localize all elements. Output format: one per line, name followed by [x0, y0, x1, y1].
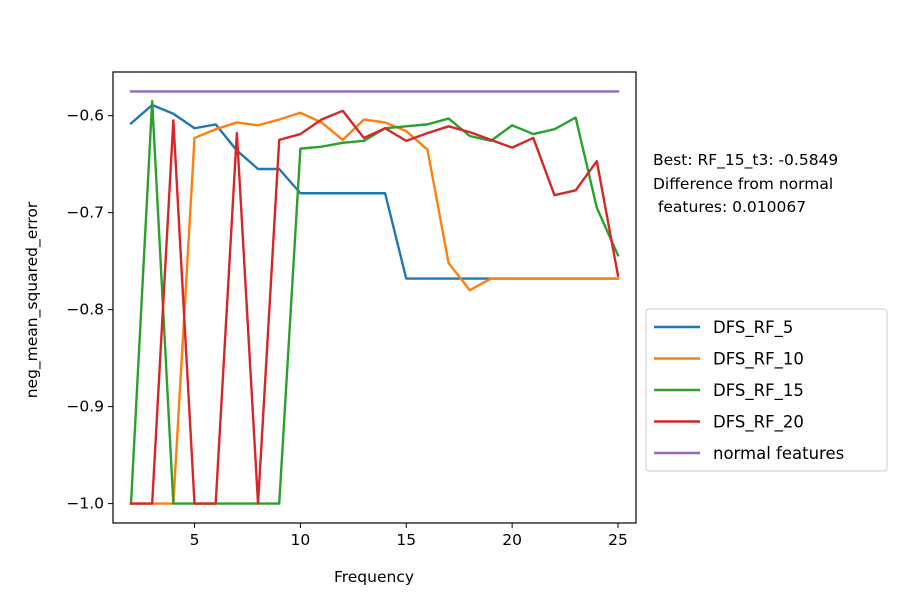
x-tick-label: 15 — [396, 531, 416, 549]
x-tick-label: 20 — [502, 531, 522, 549]
legend-label-dfs_rf_20: DFS_RF_20 — [713, 413, 804, 433]
plot-frame — [112, 71, 637, 524]
x-tick-label: 10 — [291, 531, 311, 549]
legend-label-dfs_rf_10: DFS_RF_10 — [713, 350, 804, 370]
y-tick-label: −1.0 — [66, 495, 104, 513]
series-layer — [129, 90, 620, 505]
series-line-dfs_rf_10 — [129, 111, 620, 505]
x-tick-label: 25 — [608, 531, 628, 549]
x-axis-label: Frequency — [334, 568, 414, 586]
series-line-dfs_rf_20 — [129, 109, 620, 505]
y-tick-label: −0.6 — [66, 107, 104, 125]
series-line-dfs_rf_15 — [129, 99, 620, 505]
legend-label-normal-features: normal features — [713, 444, 844, 463]
legend-label-dfs_rf_15: DFS_RF_15 — [713, 381, 804, 401]
y-tick-label: −0.7 — [66, 204, 104, 222]
y-tick-label: −0.9 — [66, 398, 104, 416]
legend-box — [645, 308, 888, 472]
annotation-line-1: Best: RF_15_t3: -0.5849 — [653, 151, 838, 170]
annotation-line-2: Difference from normal — [653, 175, 833, 193]
y-tick-label: −0.8 — [66, 301, 104, 319]
x-tick-label: 5 — [190, 531, 200, 549]
y-axis: −1.0 −0.9 −0.8 −0.7 −0.6 — [66, 107, 113, 513]
legend-label-dfs_rf_5: DFS_RF_5 — [713, 318, 793, 338]
best-score-annotation: Best: RF_15_t3: -0.5849 Difference from … — [653, 151, 843, 216]
legend: DFS_RF_5 DFS_RF_10 DFS_RF_15 DFS_RF_20norma… — [645, 308, 888, 472]
x-axis: 5 10 15 20 25 — [190, 523, 628, 549]
annotation-line-3: features: 0.010067 — [653, 198, 806, 216]
y-axis-label: neg_mean_squared_error — [23, 201, 42, 398]
